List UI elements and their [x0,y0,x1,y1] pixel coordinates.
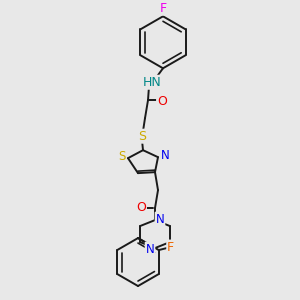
Text: N: N [156,213,164,226]
Text: O: O [157,95,167,108]
Text: F: F [159,2,167,15]
Text: N: N [160,149,169,162]
Text: S: S [118,150,126,163]
Text: HN: HN [142,76,161,89]
Text: N: N [146,243,154,256]
Text: O: O [136,201,146,214]
Text: S: S [138,130,146,143]
Text: F: F [167,241,174,254]
